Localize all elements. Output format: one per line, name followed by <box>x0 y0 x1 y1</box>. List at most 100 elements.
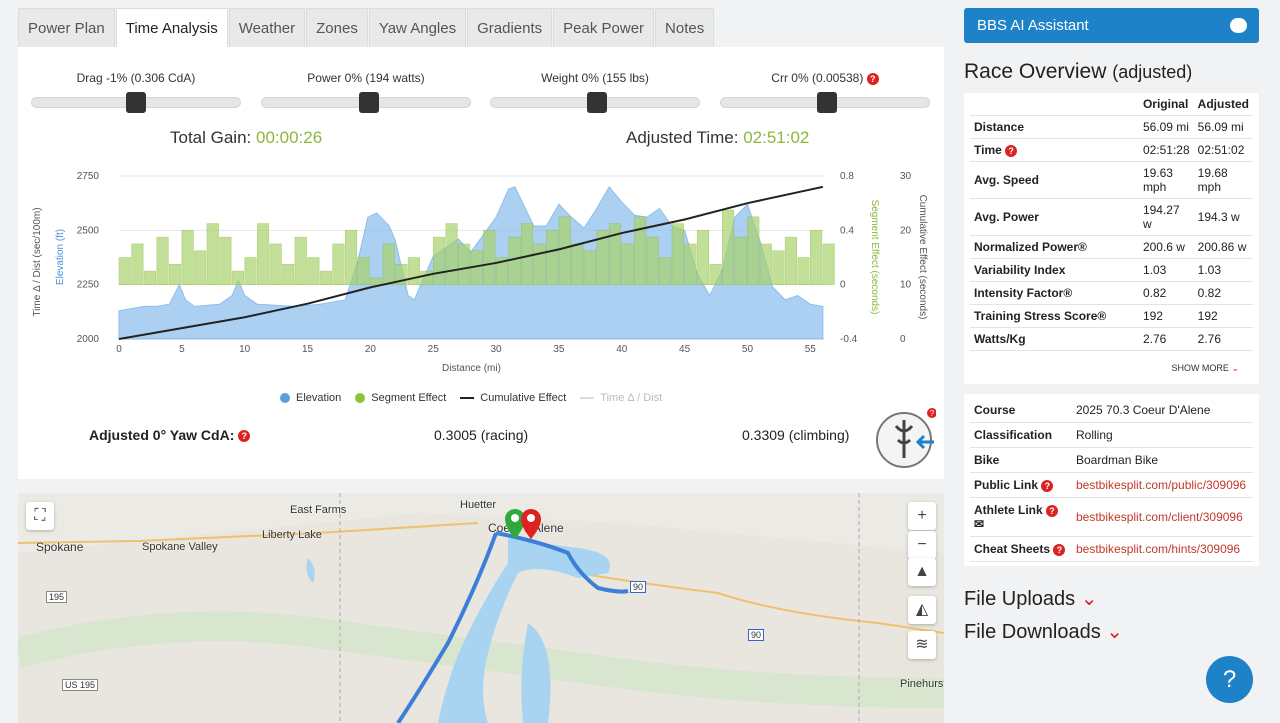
ai-assistant-button[interactable]: BBS AI Assistant <box>964 8 1259 43</box>
cumulative-effect-line <box>118 185 824 340</box>
public-link-help-icon[interactable]: ? <box>1041 479 1054 492</box>
segment-effect-bar <box>307 257 320 285</box>
drag-slider[interactable] <box>31 92 241 113</box>
x-tick: 25 <box>428 344 440 355</box>
tab-yaw-angles[interactable]: Yaw Angles <box>368 8 467 47</box>
athlete-link-help-icon[interactable]: ? <box>1046 504 1059 517</box>
athlete-link-key-cell: Athlete Link ? ✉ <box>970 497 1072 537</box>
drag-slider-thumb[interactable] <box>126 92 146 113</box>
crr-help-icon[interactable]: ? <box>866 72 879 85</box>
cda-help-icon[interactable]: ? <box>238 430 251 443</box>
crr-slider-group: Crr 0% (0.00538) ? <box>720 71 930 113</box>
course-map[interactable]: Spokane Spokane Valley Liberty Lake East… <box>18 493 944 723</box>
athlete-link[interactable]: bestbikesplit.com/client/309096 <box>1072 497 1253 537</box>
tab-gradients[interactable]: Gradients <box>467 8 553 47</box>
tab-peak-power[interactable]: Peak Power <box>553 8 655 47</box>
adjusted-value: 02:51:02 <box>1193 138 1253 162</box>
course-row: Course 2025 70.3 Coeur D'Alene <box>970 398 1253 423</box>
yaw-angle-icon[interactable]: ? <box>876 408 936 468</box>
layers-icon[interactable]: ≋ <box>908 631 936 659</box>
segment-effect-bar <box>734 236 747 285</box>
adjusted-value: 19.68 mph <box>1193 161 1253 199</box>
cda-label-row: Adjusted 0° Yaw CdA: ? <box>89 427 251 443</box>
segment-effect-bar <box>269 243 282 285</box>
cheat-sheets-help-icon[interactable]: ? <box>1053 543 1066 556</box>
time-help-icon[interactable]: ? <box>1005 144 1018 157</box>
original-value: 19.63 mph <box>1138 161 1194 199</box>
segment-effect-bar <box>759 243 772 285</box>
chart-legend: Elevation Segment Effect Cumulative Effe… <box>280 392 662 404</box>
weight-slider-thumb[interactable] <box>587 92 607 113</box>
fullscreen-icon[interactable]: ⛶ <box>26 502 54 530</box>
legend-time-dist[interactable]: Time Δ / Dist <box>580 392 662 404</box>
public-link-key: Public Link <box>974 478 1039 492</box>
file-uploads-toggle[interactable]: File Uploads ⌄ <box>964 586 1259 611</box>
adjusted-time-label: Adjusted Time: <box>626 128 739 147</box>
start-finish-marker-icon[interactable] <box>503 507 547 541</box>
envelope-icon[interactable]: ✉ <box>974 517 985 531</box>
tab-time-analysis[interactable]: Time Analysis <box>115 8 228 47</box>
segment-effect-bar <box>558 216 571 285</box>
metric-name: Variability Index <box>970 258 1139 282</box>
original-value: 2.76 <box>1138 327 1194 351</box>
public-link-row: Public Link ? bestbikesplit.com/public/30… <box>970 472 1253 498</box>
show-more-button[interactable]: SHOW MORE ⌄ <box>970 351 1253 384</box>
col-original: Original <box>1138 93 1194 116</box>
cda-climbing: 0.3309 (climbing) <box>742 427 850 443</box>
map-canvas <box>18 493 944 723</box>
segment-effect-bar <box>810 230 823 285</box>
city-spokane: Spokane <box>36 540 84 554</box>
crr-slider-thumb[interactable] <box>817 92 837 113</box>
segment-effect-bar <box>495 257 508 285</box>
y-right1-label: Segment Effect (seconds) <box>869 200 880 315</box>
course-info-card: Course 2025 70.3 Coeur D'Alene Classifica… <box>964 394 1259 566</box>
legend-cumulative-effect[interactable]: Cumulative Effect <box>460 392 566 404</box>
y-left-label: Elevation (ft) <box>55 229 66 285</box>
power-slider-thumb[interactable] <box>359 92 379 113</box>
original-value: 56.09 mi <box>1138 115 1194 139</box>
legend-elevation[interactable]: Elevation <box>280 392 341 404</box>
zoom-in-button[interactable]: + <box>908 502 936 530</box>
metric-name: Avg. Speed <box>970 161 1139 199</box>
athlete-link-key: Athlete Link <box>974 503 1043 517</box>
tab-notes[interactable]: Notes <box>655 8 715 47</box>
time-analysis-chart[interactable]: 2000 2250 2500 2750 -0.4 0 0.4 0.8 0 10 20 30 0 5 10 15… <box>18 162 944 407</box>
file-downloads-toggle[interactable]: File Downloads ⌄ <box>964 619 1259 644</box>
tab-power-plan[interactable]: Power Plan <box>18 8 115 47</box>
classification-key: Classification <box>970 422 1072 448</box>
segment-effect-bar <box>206 223 219 285</box>
legend-segment-effect[interactable]: Segment Effect <box>355 392 446 404</box>
legend-cumulative-label: Cumulative Effect <box>480 392 567 404</box>
weight-slider[interactable] <box>490 92 700 113</box>
cheat-sheets-link[interactable]: bestbikesplit.com/hints/309096 <box>1072 536 1253 562</box>
segment-effect-bar <box>332 243 345 285</box>
tab-weather[interactable]: Weather <box>228 8 306 47</box>
race-overview-row: Intensity Factor® 0.82 0.82 <box>970 281 1253 305</box>
zoom-out-button[interactable]: − <box>908 531 936 559</box>
road-shield-195: 195 <box>46 591 68 603</box>
segment-effect-bar <box>571 243 584 285</box>
city-pinehurst: Pinehurst <box>900 678 944 690</box>
race-overview-header-metric <box>970 93 1139 116</box>
file-downloads-label: File Downloads <box>964 621 1101 643</box>
tab-zones[interactable]: Zones <box>306 8 368 47</box>
drag-slider-label: Drag -1% (0.306 CdA) <box>76 71 196 85</box>
terrain-icon[interactable]: ◭ <box>908 596 936 624</box>
x-tick: 30 <box>491 344 503 355</box>
segment-effect-bar <box>370 277 383 285</box>
crr-slider[interactable] <box>720 92 930 113</box>
svg-text:?: ? <box>930 409 935 418</box>
metric-name: Normalized Power® <box>970 235 1139 259</box>
race-overview-row: Normalized Power® 200.6 w 200.86 w <box>970 235 1253 259</box>
help-button[interactable]: ? <box>1206 656 1253 703</box>
bike-value: Boardman Bike <box>1072 447 1253 473</box>
public-link[interactable]: bestbikesplit.com/public/309096 <box>1072 472 1253 498</box>
segment-effect-bar <box>646 236 659 285</box>
compass-icon[interactable]: ▲ <box>908 558 936 586</box>
power-slider[interactable] <box>261 92 471 113</box>
legend-elevation-swatch <box>280 393 290 403</box>
chevron-down-icon: ⌄ <box>1106 621 1124 643</box>
segment-effect-bar <box>181 230 194 285</box>
bike-row: Bike Boardman Bike <box>970 447 1253 473</box>
segment-effect-bar <box>784 236 798 285</box>
